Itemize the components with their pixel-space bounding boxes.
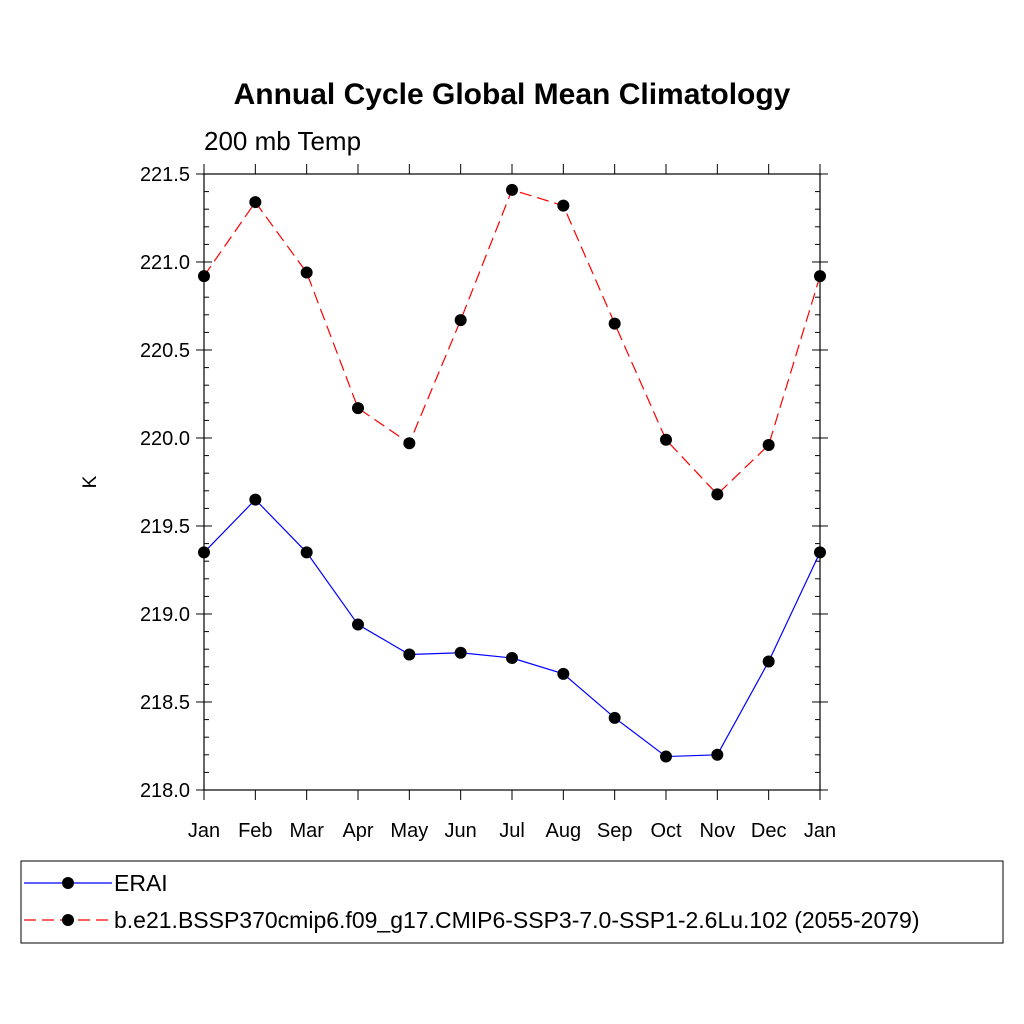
x-tick-label: Jul	[499, 820, 525, 842]
data-point-series-0	[454, 646, 467, 659]
data-point-series-0	[249, 493, 262, 506]
y-tick-label: 218.5	[140, 692, 190, 714]
axis-ticks	[196, 164, 828, 800]
data-point-series-0	[660, 750, 672, 763]
legend-box	[20, 860, 1004, 944]
y-axis-label: K	[80, 475, 101, 488]
data-point-series-0	[403, 648, 416, 661]
data-point-series-0	[300, 546, 313, 559]
plot-frame	[203, 173, 821, 791]
data-point-series-0	[608, 711, 621, 724]
x-tick-label: Aug	[546, 820, 582, 842]
x-tick-label: May	[390, 820, 428, 842]
data-point-series-1	[352, 402, 364, 415]
y-tick-label: 220.0	[140, 428, 190, 450]
x-tick-label: Jun	[445, 820, 477, 842]
x-tick-label: Mar	[289, 820, 324, 842]
data-point-series-1	[762, 439, 775, 452]
data-point-series-0	[557, 667, 570, 680]
legend: ERAI b.e21.BSSP370cmip6.f09_g17.CMIP6-SSP…	[20, 860, 1004, 944]
data-point-series-1	[403, 437, 416, 450]
x-tick-label: Sep	[597, 820, 633, 842]
y-tick-label: 219.5	[140, 516, 190, 538]
data-point-series-1	[506, 183, 518, 196]
data-point-series-0	[711, 748, 724, 761]
data-point-series-0	[814, 546, 826, 559]
y-tick-label: 221.5	[140, 164, 190, 186]
data-point-series-1	[557, 199, 570, 212]
legend-label-1: b.e21.BSSP370cmip6.f09_g17.CMIP6-SSP3-7.…	[114, 907, 920, 933]
series-line-1	[203, 189, 821, 496]
y-tick-label: 220.5	[140, 340, 190, 362]
chart-title: Annual Cycle Global Mean Climatology	[234, 78, 791, 111]
data-point-series-1	[249, 196, 262, 209]
data-point-series-1	[608, 317, 621, 330]
series-lines	[203, 189, 821, 758]
x-tick-label: Nov	[700, 820, 736, 842]
legend-label-0: ERAI	[114, 870, 168, 896]
x-tick-label: Dec	[751, 820, 787, 842]
legend-marker-1	[62, 914, 74, 926]
data-point-series-1	[300, 266, 313, 279]
x-tick-label: Jan	[188, 820, 220, 842]
data-point-series-1	[711, 488, 724, 501]
data-point-series-1	[660, 433, 672, 446]
data-point-series-0	[352, 618, 364, 631]
data-point-series-1	[454, 314, 467, 327]
x-tick-label: Oct	[650, 820, 682, 842]
legend-marker-0	[62, 877, 74, 889]
axis-tick-labels: 218.0 218.5 219.0 219.5 220.0 220.5 221.0 221.5…	[140, 164, 836, 842]
y-tick-label: 219.0	[140, 604, 190, 626]
y-tick-label: 218.0	[140, 780, 190, 802]
series-points	[198, 183, 826, 763]
data-point-series-1	[814, 270, 826, 283]
data-point-series-1	[198, 270, 210, 283]
data-point-series-0	[198, 546, 210, 559]
x-tick-label: Jan	[804, 820, 836, 842]
x-tick-label: Feb	[238, 820, 272, 842]
chart-subtitle: 200 mb Temp	[204, 126, 361, 156]
y-tick-label: 221.0	[140, 252, 190, 274]
data-point-series-0	[762, 655, 775, 668]
series-line-0	[203, 498, 821, 758]
x-tick-label: Apr	[342, 820, 373, 842]
data-point-series-0	[506, 652, 518, 664]
